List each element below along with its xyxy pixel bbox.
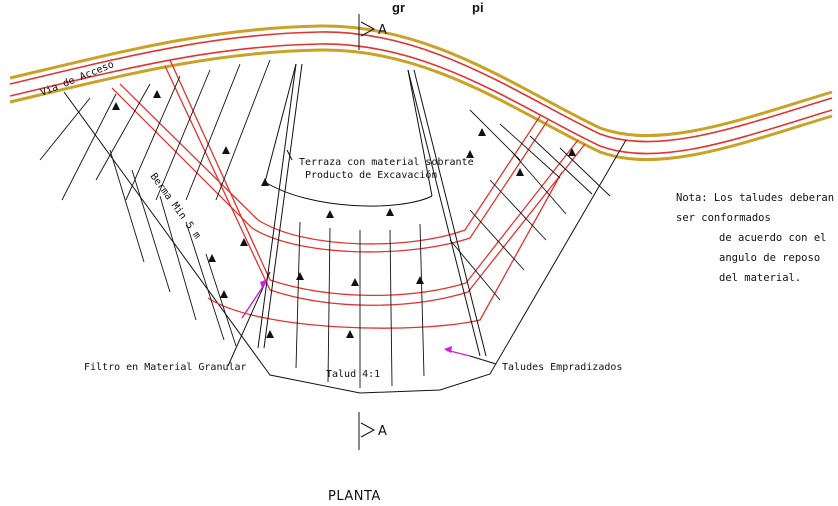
view-label: PLANTA (328, 489, 381, 504)
section-marker-top (358, 14, 376, 50)
note-line-1: Nota: Los taludes deberan ser conformado… (676, 192, 835, 224)
note-line-3: del material. (719, 272, 802, 284)
filter-label: Filtro en Material Granular (84, 362, 247, 373)
filter-drains (257, 63, 487, 357)
title-fragment-right: pi (472, 0, 484, 15)
access-road (9, 24, 833, 162)
section-label-top: A (378, 23, 387, 38)
slope-markers (112, 90, 576, 338)
title-fragment-left: gr (392, 0, 405, 15)
section-marker-bottom (358, 412, 376, 450)
note-line-2: de acuerdo con el angulo de reposo (719, 232, 827, 264)
slope-hatching (39, 59, 611, 388)
terrace-label-line1: Terraza con material sobrante (299, 157, 474, 168)
berm-label: Berma Min 5 m (148, 171, 203, 241)
slope-label: Talud 4:1 (326, 369, 380, 380)
leader-lines (227, 149, 497, 367)
pit-outline (63, 63, 627, 394)
grass-label: Taludes Empradizados (502, 362, 622, 373)
design-note: Nota: Los taludes deberan ser conformado… (676, 188, 836, 288)
terrace-label-line2: Producto de Excavación (305, 169, 437, 181)
section-label-bottom: A (378, 424, 387, 439)
berm-lines (111, 59, 586, 329)
